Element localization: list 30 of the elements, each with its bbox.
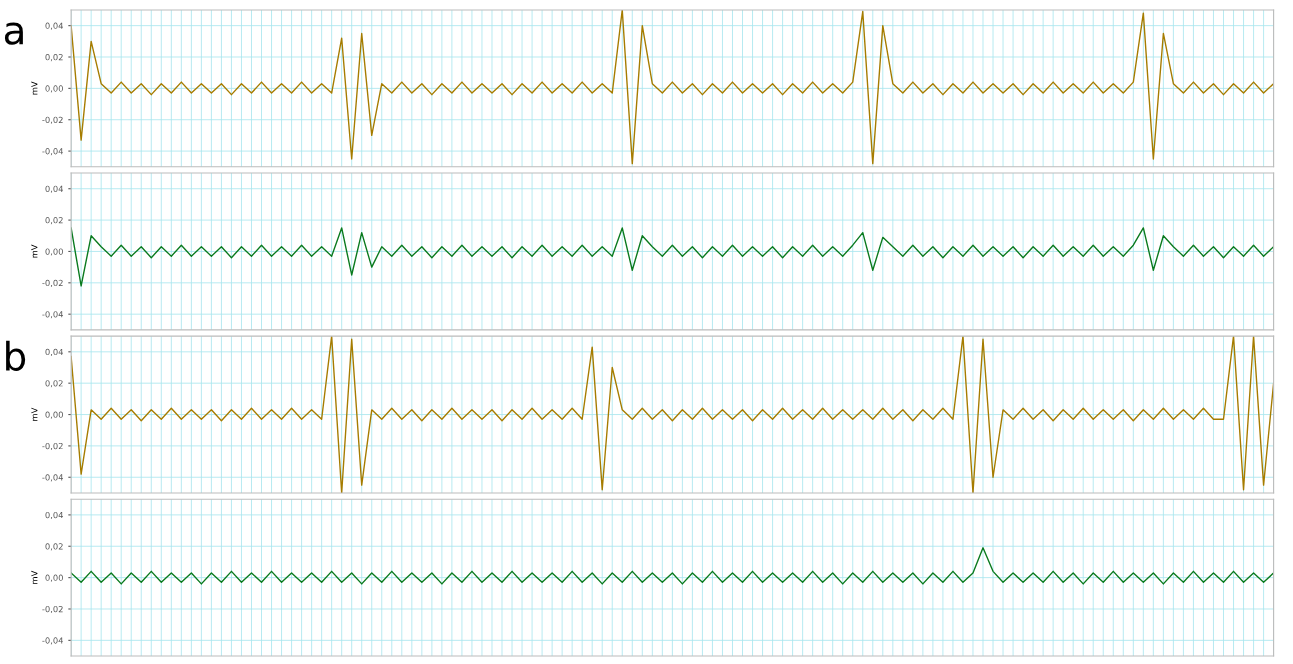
line-series bbox=[71, 9, 1274, 165]
y-axis-title: mV bbox=[31, 81, 38, 95]
y-tick-label: -0,02 bbox=[42, 605, 63, 614]
y-tick-label: 0,02 bbox=[45, 53, 63, 62]
y-axis-title: mV bbox=[31, 570, 38, 584]
y-tick-label: 0,00 bbox=[45, 85, 63, 93]
y-axis-title: mV bbox=[31, 244, 38, 258]
y-tick-label: -0,04 bbox=[42, 148, 64, 156]
y-tick-label: 0,04 bbox=[45, 348, 64, 356]
y-tick-label: -0,02 bbox=[42, 116, 63, 124]
y-tick-label: -0,04 bbox=[42, 637, 64, 645]
y-tick-label: -0,04 bbox=[42, 311, 64, 319]
y-tick-label: 0,04 bbox=[45, 22, 64, 30]
y-tick-label: 0,00 bbox=[45, 411, 63, 419]
y-tick-label: 0,02 bbox=[45, 380, 63, 388]
y-tick-label: 0,04 bbox=[45, 511, 64, 520]
chart-title: b bbox=[6, 340, 26, 371]
line-series bbox=[71, 227, 1274, 287]
y-tick-label: 0,00 bbox=[45, 248, 63, 256]
chart-title: a bbox=[4, 22, 23, 45]
y-tick-label: 0,04 bbox=[45, 185, 64, 193]
y-tick-label: -0,04 bbox=[42, 474, 64, 482]
y-tick-label: 0,02 bbox=[45, 217, 63, 225]
line-series bbox=[71, 336, 1274, 493]
line-series bbox=[71, 547, 1274, 585]
y-tick-label: 0,02 bbox=[45, 543, 63, 551]
y-tick-label: -0,02 bbox=[42, 279, 63, 287]
y-tick-label: 0,00 bbox=[45, 574, 63, 582]
y-tick-label: -0,02 bbox=[42, 442, 63, 451]
y-axis-title: mV bbox=[31, 407, 38, 421]
